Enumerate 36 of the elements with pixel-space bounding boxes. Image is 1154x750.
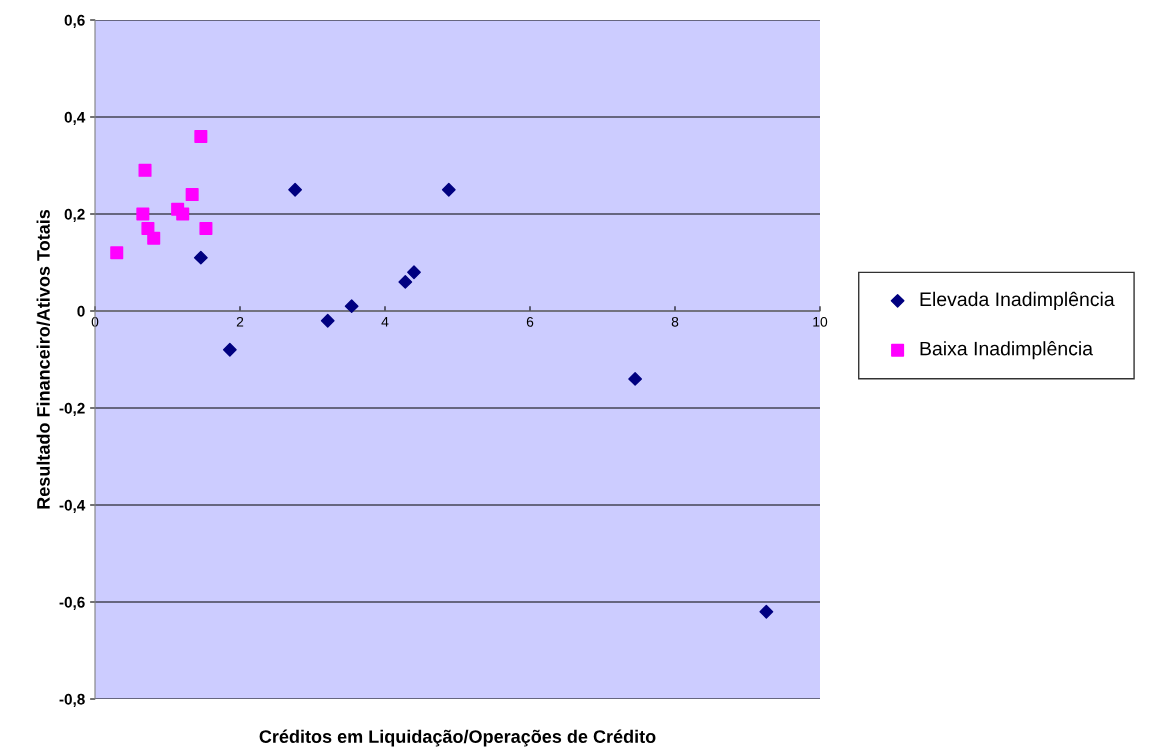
point — [320, 313, 335, 328]
point — [407, 265, 421, 280]
point — [441, 182, 456, 197]
y-tick-label: -0,2 — [59, 402, 85, 416]
point — [136, 207, 150, 221]
y-tick-label: 0,4 — [64, 111, 86, 125]
point — [199, 222, 213, 236]
y-tick-label: -0,6 — [59, 596, 85, 610]
x-tick-label: 0 — [91, 316, 99, 327]
point — [185, 188, 199, 202]
point — [222, 342, 237, 357]
point — [110, 246, 124, 260]
point — [759, 604, 774, 619]
point — [138, 163, 152, 177]
point — [147, 231, 161, 245]
point — [344, 299, 359, 314]
point — [194, 129, 208, 143]
y-tick-label: 0,2 — [64, 208, 85, 222]
x-tick-label: 6 — [526, 316, 534, 327]
y-axis-title: Resultado Financeiro/Ativos Totais — [36, 209, 51, 509]
x-tick-label: 2 — [236, 316, 244, 327]
point — [628, 371, 643, 386]
point — [176, 207, 190, 221]
legend-label: Baixa Inadimplência — [920, 341, 1094, 360]
x-tick-label: 10 — [813, 316, 828, 327]
x-tick-label: 4 — [381, 317, 389, 327]
x-axis-title: Créditos em Liquidação/Operações de Crédito — [259, 729, 656, 747]
y-tick-label: -0,4 — [59, 499, 86, 513]
x-tick-label: 8 — [671, 316, 679, 327]
y-tick-label: -0,8 — [59, 693, 85, 707]
point — [398, 274, 413, 289]
y-tick-label: 0 — [77, 305, 85, 317]
point — [288, 182, 303, 197]
legend-label: Elevada Inadimplência — [920, 291, 1115, 310]
y-tick-label: 0,6 — [64, 14, 85, 28]
point — [193, 250, 208, 265]
